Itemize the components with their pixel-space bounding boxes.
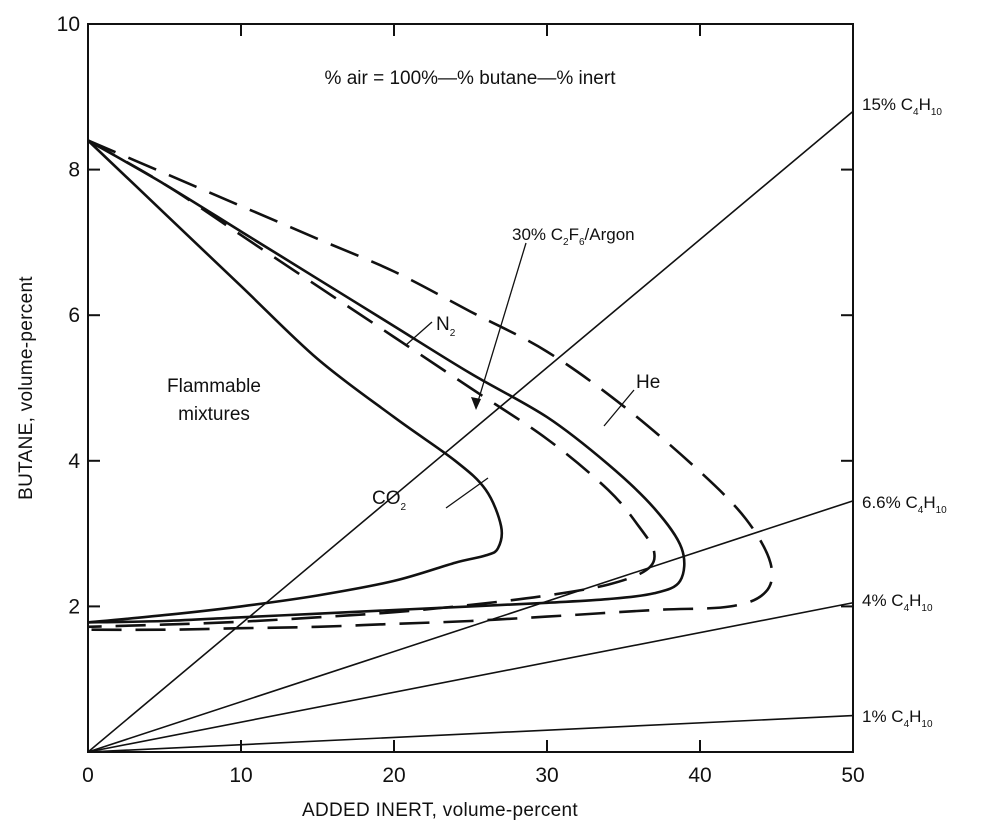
ref-label-1pct: 1% C4H10 — [862, 707, 933, 730]
co2-series-label: CO2 — [372, 488, 407, 513]
n2-series-label: N2 — [436, 314, 456, 339]
region-label-line1: Flammable — [167, 376, 261, 397]
y-tick-label-10: 10 — [57, 13, 80, 36]
argon-leader-line — [475, 242, 527, 409]
ref-label-4pct: 4% C4H10 — [862, 591, 933, 614]
ref-label-15pct: 15% C4H10 — [862, 95, 942, 118]
reference-line-2 — [87, 601, 854, 753]
y-tick-label-6: 6 — [68, 304, 80, 327]
reference-line-0 — [87, 110, 854, 753]
series-lines — [87, 139, 774, 632]
y-tick-label-4: 4 — [68, 450, 80, 473]
x-tick-label-20: 20 — [382, 764, 405, 787]
series-curve-0 — [87, 139, 504, 624]
y-tick-label-8: 8 — [68, 159, 80, 182]
y-tick-label-2: 2 — [68, 595, 80, 618]
he-series-label: He — [636, 372, 660, 393]
reference-line-3 — [87, 714, 854, 753]
x-tick-label-10: 10 — [229, 764, 252, 787]
x-tick-label-50: 50 — [841, 764, 864, 787]
plot-frame — [87, 23, 854, 753]
co2-leader-line — [445, 477, 489, 509]
x-tick-label-40: 40 — [688, 764, 711, 787]
y-axis-title: BUTANE, volume-percent — [16, 276, 37, 500]
axis-ticks: 0 10 20 30 40 50 2 4 6 8 10 — [57, 13, 865, 787]
region-label-line2: mixtures — [178, 404, 250, 425]
series-curve-1 — [87, 139, 656, 629]
n2-leader-line — [405, 321, 433, 346]
x-tick-label-30: 30 — [535, 764, 558, 787]
x-tick-label-0: 0 — [82, 764, 94, 787]
series-curve-3 — [87, 139, 774, 632]
reference-line-1 — [87, 500, 854, 753]
reference-lines — [87, 110, 854, 753]
argon-leader-arrowhead — [471, 397, 481, 410]
series-curve-2 — [87, 139, 686, 624]
equation-note: % air = 100%—% butane—% inert — [325, 68, 617, 89]
he-leader-line — [603, 389, 635, 427]
ref-label-6-6pct: 6.6% C4H10 — [862, 493, 947, 516]
x-axis-title: ADDED INERT, volume-percent — [302, 800, 578, 821]
argon-series-label: 30% C2F6/Argon — [512, 225, 635, 248]
